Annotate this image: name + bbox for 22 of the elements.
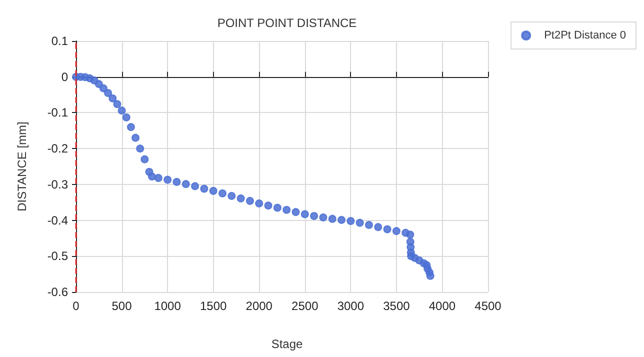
x-tick-label: 0 xyxy=(72,299,80,313)
y-tick-label: -0.2 xyxy=(47,142,68,156)
x-tick-label: 3500 xyxy=(383,299,410,313)
x-tick-label: 1000 xyxy=(154,299,182,313)
x-tick-label: 2500 xyxy=(292,299,319,313)
x-tick-label: 3000 xyxy=(337,299,364,313)
y-tick-label: 0.1 xyxy=(51,34,68,48)
x-tick-label: 4000 xyxy=(428,299,456,313)
y-tick-label: -0.3 xyxy=(47,177,68,192)
x-tick-label: 4500 xyxy=(474,299,502,313)
x-tick-label: 1500 xyxy=(200,299,228,313)
x-tick-label: 500 xyxy=(112,299,132,313)
y-tick-label: -0.5 xyxy=(47,249,68,264)
y-tick-label: -0.6 xyxy=(47,285,68,299)
y-tick-label: 0 xyxy=(61,70,68,84)
legend-label: Pt2Pt Distance 0 xyxy=(544,30,626,42)
x-axis-title: Stage xyxy=(271,337,304,351)
y-axis-title: DISTANCE [mm] xyxy=(15,122,29,212)
x-tick-label: 2000 xyxy=(246,299,273,313)
y-tick-label: -0.1 xyxy=(47,106,68,120)
y-tick-label: -0.4 xyxy=(47,213,68,228)
chart-title: POINT POINT DISTANCE xyxy=(217,16,357,30)
